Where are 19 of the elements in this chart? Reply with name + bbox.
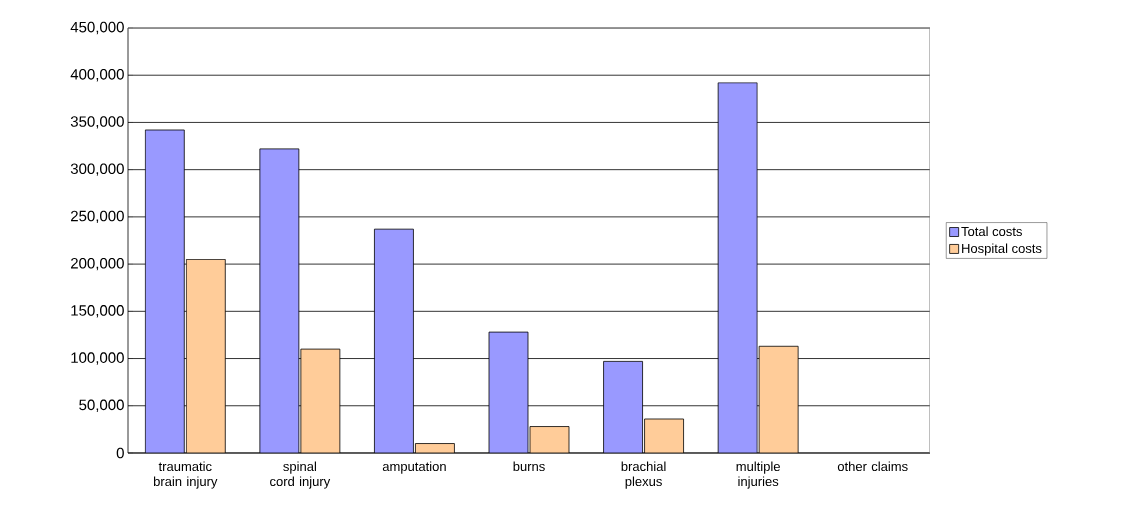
y-tick-label: 300,000 (70, 163, 124, 176)
y-tick-label: 50,000 (79, 399, 124, 412)
legend-label: Total costs (961, 226, 1022, 237)
x-tick-label: multiple injuries (736, 461, 780, 489)
y-tick-label: 350,000 (70, 116, 124, 129)
y-tick-label: 0 (116, 447, 124, 459)
legend-label: Hospital costs (962, 243, 1042, 256)
x-tick-label: traumatic brain injury (153, 461, 218, 489)
y-tick-label: 100,000 (71, 352, 124, 365)
x-tick-label: spinal cord injury (270, 461, 331, 489)
y-tick-label: 150,000 (71, 305, 124, 318)
y-tick-label: 450,000 (70, 21, 124, 35)
y-tick-label: 200,000 (71, 257, 124, 271)
x-tick-label: other claims (837, 461, 908, 472)
y-tick-label: 400,000 (70, 69, 124, 82)
y-tick-label: 250,000 (71, 210, 124, 224)
x-tick-label: brachial plexus (621, 461, 666, 489)
x-tick-label: amputation (382, 461, 446, 474)
x-tick-label: burns (513, 461, 545, 472)
